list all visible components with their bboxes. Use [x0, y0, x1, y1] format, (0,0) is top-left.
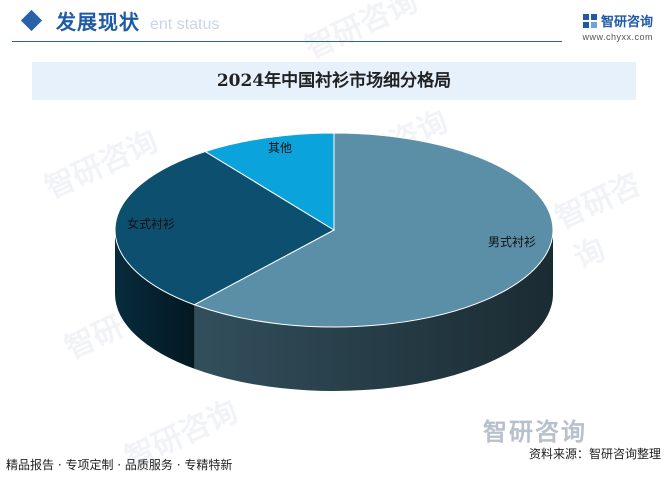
chart-title: 2024年中国衬衫市场细分格局 — [216, 71, 452, 91]
pie-slice — [204, 132, 335, 231]
pie-slice-side — [115, 230, 195, 369]
slice-label: 男式衬衫 — [488, 235, 536, 249]
bottom-brand-watermark: 智研咨询 — [483, 418, 587, 446]
slice-label: 其他 — [268, 141, 292, 155]
pie-slice — [114, 150, 336, 306]
slice-label: 女式衬衫 — [127, 216, 175, 231]
section-subtitle: ent status — [150, 16, 220, 33]
brand-url: www.chyxx.com — [582, 32, 653, 42]
brand: 智研咨询 www.chyxx.com — [582, 10, 653, 42]
header-divider — [12, 41, 562, 42]
footer-tagline: 精品报告 · 专项定制 · 品质服务 · 专精特新 — [6, 458, 233, 472]
pie-slice-side — [194, 230, 553, 391]
chart-title-band — [32, 62, 636, 100]
header: ent status 发展现状 智研咨询 www.chyxx.com — [0, 0, 671, 56]
brand-name: 智研咨询 — [600, 15, 653, 30]
section-title: 发展现状 — [56, 10, 140, 34]
brand-logo-icon — [582, 13, 598, 29]
pie-slice — [193, 132, 554, 328]
footer-source: 资料来源：智研咨询整理 — [528, 447, 661, 461]
